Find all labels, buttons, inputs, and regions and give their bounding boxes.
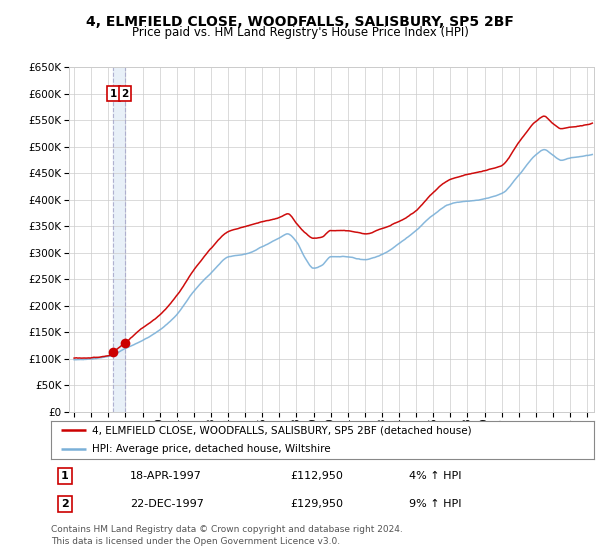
Text: 9% ↑ HPI: 9% ↑ HPI — [409, 499, 462, 509]
Text: 1: 1 — [61, 471, 68, 481]
Text: Contains HM Land Registry data © Crown copyright and database right 2024.
This d: Contains HM Land Registry data © Crown c… — [51, 525, 403, 546]
Text: 22-DEC-1997: 22-DEC-1997 — [130, 499, 203, 509]
Text: 2: 2 — [61, 499, 68, 509]
Text: 18-APR-1997: 18-APR-1997 — [130, 471, 202, 481]
Text: HPI: Average price, detached house, Wiltshire: HPI: Average price, detached house, Wilt… — [92, 444, 331, 454]
Bar — [113, 67, 125, 412]
Text: £112,950: £112,950 — [290, 471, 343, 481]
Text: 4, ELMFIELD CLOSE, WOODFALLS, SALISBURY, SP5 2BF (detached house): 4, ELMFIELD CLOSE, WOODFALLS, SALISBURY,… — [92, 425, 472, 435]
Text: 1: 1 — [110, 88, 117, 99]
Text: £129,950: £129,950 — [290, 499, 343, 509]
Text: Price paid vs. HM Land Registry's House Price Index (HPI): Price paid vs. HM Land Registry's House … — [131, 26, 469, 39]
Text: 4, ELMFIELD CLOSE, WOODFALLS, SALISBURY, SP5 2BF: 4, ELMFIELD CLOSE, WOODFALLS, SALISBURY,… — [86, 15, 514, 29]
Text: 2: 2 — [121, 88, 128, 99]
Text: 4% ↑ HPI: 4% ↑ HPI — [409, 471, 462, 481]
